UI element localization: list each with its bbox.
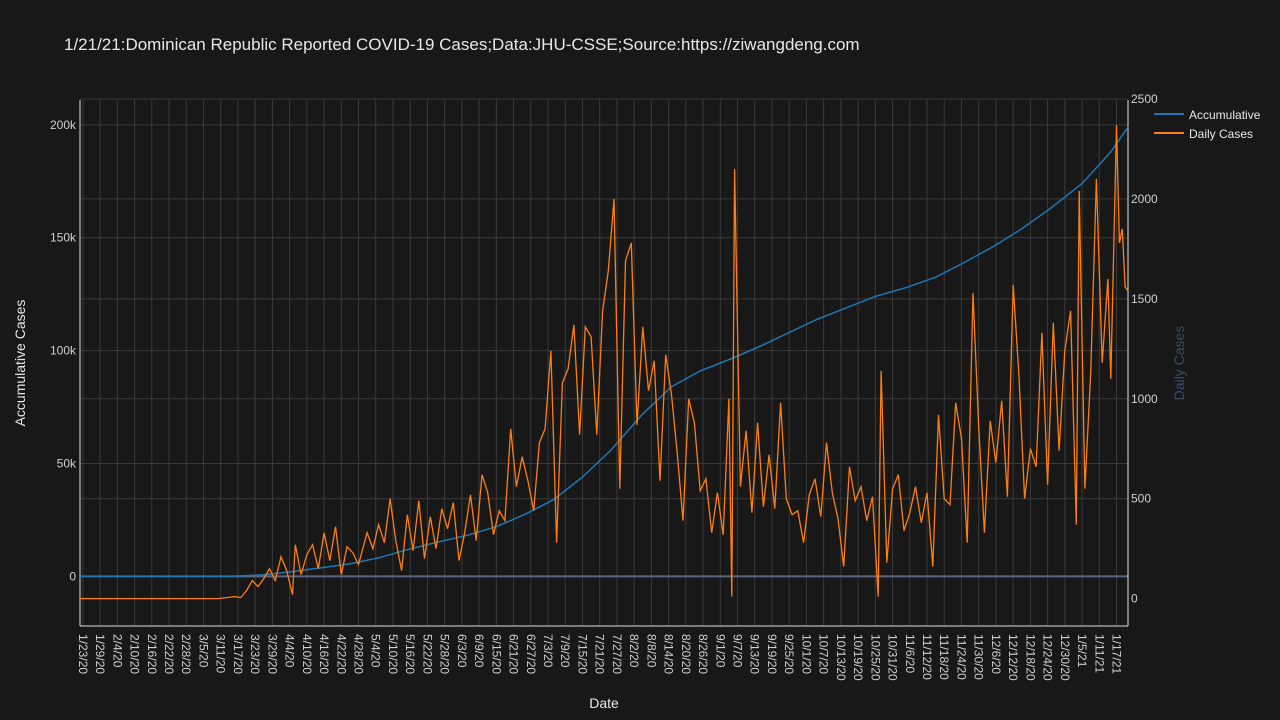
x-tick-label: 6/21/20 (507, 634, 521, 674)
x-tick-label: 3/29/20 (265, 634, 279, 674)
series-line-daily-cases (80, 124, 1129, 600)
x-tick-label: 7/27/20 (610, 634, 624, 674)
x-tick-label: 4/28/20 (352, 634, 366, 674)
legend-label-daily-cases[interactable]: Daily Cases (1189, 127, 1253, 141)
x-axis-ticks: 1/23/20 1/29/20 2/4/20 2/10/20 2/16/20 2/22/2… (76, 634, 1124, 681)
x-tick-label: 5/22/20 (420, 634, 434, 674)
x-tick-label: 10/7/20 (817, 634, 831, 674)
legend-label-accumulative[interactable]: Accumulative (1189, 108, 1261, 122)
x-tick-label: 9/7/20 (731, 634, 745, 668)
x-tick-label: 4/16/20 (317, 634, 331, 674)
y-tick-label: 200k (50, 118, 77, 132)
x-tick-label: 8/2/20 (627, 634, 641, 668)
x-tick-label: 3/17/20 (231, 634, 245, 674)
x-tick-label: 7/3/20 (541, 634, 555, 668)
x-tick-label: 2/10/20 (128, 634, 142, 674)
x-tick-label: 5/16/20 (403, 634, 417, 674)
x-tick-label: 12/24/20 (1041, 634, 1055, 681)
x-tick-label: 8/20/20 (679, 634, 693, 674)
x-tick-label: 12/6/20 (989, 634, 1003, 674)
x-tick-label: 5/4/20 (369, 634, 383, 668)
x-tick-label: 7/15/20 (575, 634, 589, 674)
x-tick-label: 10/1/20 (799, 634, 813, 674)
x-tick-label: 12/30/20 (1058, 634, 1072, 681)
x-tick-label: 10/19/20 (851, 634, 865, 681)
x-tick-label: 6/9/20 (472, 634, 486, 668)
x-tick-label: 4/4/20 (283, 634, 297, 668)
x-tick-label: 1/11/21 (1092, 634, 1106, 673)
x-tick-label: 9/1/20 (713, 634, 727, 668)
y2-tick-label: 1000 (1131, 392, 1158, 406)
x-tick-label: 4/10/20 (300, 634, 314, 674)
y2-tick-label: 500 (1131, 492, 1151, 506)
x-tick-label: 2/16/20 (145, 634, 159, 674)
y-axis-ticks: 0 50k 100k 150k 200k (50, 118, 77, 584)
y-axis-title: Accumulative Cases (12, 300, 28, 427)
x-tick-label: 8/14/20 (662, 634, 676, 674)
x-tick-label: 9/25/20 (782, 634, 796, 674)
y2-axis-title: Daily Cases (1171, 326, 1187, 401)
y2-tick-label: 2500 (1131, 92, 1158, 106)
x-tick-label: 4/22/20 (334, 634, 348, 674)
y-tick-label: 50k (57, 456, 77, 470)
x-tick-label: 10/31/20 (886, 634, 900, 681)
plot-area (79, 98, 1129, 627)
x-tick-label: 11/12/20 (920, 634, 934, 680)
y2-tick-label: 0 (1131, 592, 1138, 606)
x-tick-label: 3/5/20 (196, 634, 210, 668)
x-tick-label: 11/6/20 (903, 634, 917, 673)
x-tick-label: 5/28/20 (438, 634, 452, 674)
x-tick-label: 7/9/20 (558, 634, 572, 668)
x-tick-label: 11/18/20 (937, 634, 951, 680)
x-tick-label: 6/3/20 (455, 634, 469, 668)
x-tick-label: 1/29/20 (93, 634, 107, 674)
x-tick-label: 12/12/20 (1006, 634, 1020, 681)
y2-tick-label: 1500 (1131, 292, 1158, 306)
x-tick-label: 12/18/20 (1023, 634, 1037, 681)
x-tick-label: 1/23/20 (76, 634, 90, 674)
x-tick-label: 11/30/20 (972, 634, 986, 680)
x-tick-label: 1/5/21 (1075, 634, 1089, 668)
x-tick-label: 2/22/20 (162, 634, 176, 674)
x-tick-label: 1/17/21 (1110, 634, 1124, 674)
chart-title: 1/21/21:Dominican Republic Reported COVI… (64, 35, 860, 54)
y-tick-label: 100k (50, 344, 77, 358)
y2-tick-label: 2000 (1131, 192, 1158, 206)
x-tick-label: 6/27/20 (524, 634, 538, 674)
y2-axis-ticks: 0 500 1000 1500 2000 2500 (1131, 92, 1158, 606)
x-tick-label: 9/19/20 (765, 634, 779, 674)
y-tick-label: 0 (69, 569, 76, 583)
x-tick-label: 9/13/20 (748, 634, 762, 674)
x-tick-label: 2/4/20 (110, 634, 124, 668)
x-axis-title: Date (589, 695, 619, 711)
x-tick-label: 6/15/20 (489, 634, 503, 674)
x-tick-label: 5/10/20 (386, 634, 400, 674)
x-tick-label: 2/28/20 (179, 634, 193, 674)
x-tick-label: 8/26/20 (696, 634, 710, 674)
x-tick-label: 10/13/20 (834, 634, 848, 681)
x-tick-label: 11/24/20 (954, 634, 968, 680)
x-tick-label: 7/21/20 (593, 634, 607, 674)
x-tick-label: 10/25/20 (868, 634, 882, 681)
x-tick-label: 3/23/20 (248, 634, 262, 674)
x-tick-label: 8/8/20 (644, 634, 658, 668)
legend[interactable]: Accumulative Daily Cases (1154, 108, 1261, 141)
x-tick-label: 3/11/20 (214, 634, 228, 673)
y-tick-label: 150k (50, 231, 77, 245)
y-gridlines (80, 98, 1128, 500)
series-line-accumulative (80, 126, 1129, 578)
